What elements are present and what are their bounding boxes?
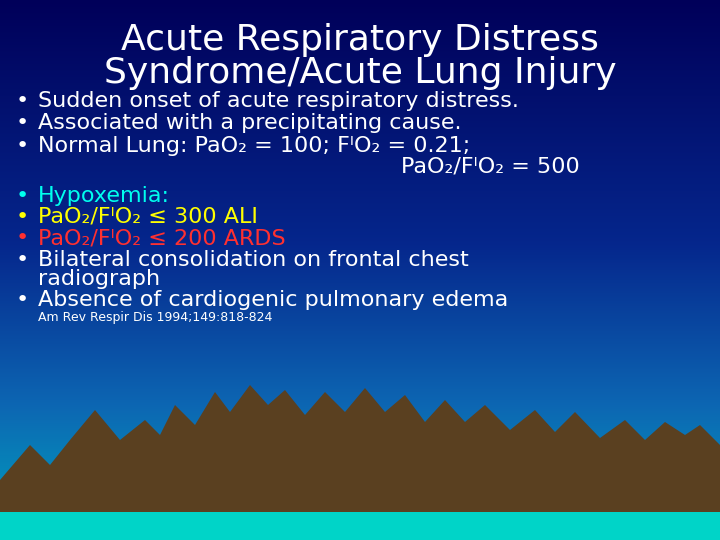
Text: •: • [15, 186, 29, 206]
Text: •: • [15, 136, 29, 156]
Text: Syndrome/Acute Lung Injury: Syndrome/Acute Lung Injury [104, 56, 616, 90]
Text: •: • [15, 91, 29, 111]
Text: Normal Lung: PaO₂ = 100; FᴵO₂ = 0.21;: Normal Lung: PaO₂ = 100; FᴵO₂ = 0.21; [38, 136, 470, 156]
Text: Bilateral consolidation on frontal chest: Bilateral consolidation on frontal chest [38, 250, 469, 270]
Text: Associated with a precipitating cause.: Associated with a precipitating cause. [38, 113, 462, 133]
Text: •: • [15, 207, 29, 227]
Text: •: • [15, 228, 29, 248]
Text: PaO₂/FᴵO₂ = 500: PaO₂/FᴵO₂ = 500 [401, 156, 580, 176]
Text: PaO₂/FᴵO₂ ≤ 200 ARDS: PaO₂/FᴵO₂ ≤ 200 ARDS [38, 228, 286, 248]
Text: Absence of cardiogenic pulmonary edema: Absence of cardiogenic pulmonary edema [38, 290, 508, 310]
Polygon shape [0, 385, 720, 540]
Text: Am Rev Respir Dis 1994;149:818-824: Am Rev Respir Dis 1994;149:818-824 [38, 310, 272, 323]
Text: •: • [15, 290, 29, 310]
Text: radiograph: radiograph [38, 269, 160, 289]
Text: PaO₂/FᴵO₂ ≤ 300 ALI: PaO₂/FᴵO₂ ≤ 300 ALI [38, 207, 258, 227]
Text: Sudden onset of acute respiratory distress.: Sudden onset of acute respiratory distre… [38, 91, 519, 111]
Bar [0, 512, 720, 540]
Text: Acute Respiratory Distress: Acute Respiratory Distress [121, 23, 599, 57]
Text: •: • [15, 113, 29, 133]
Text: Hypoxemia:: Hypoxemia: [38, 186, 170, 206]
Text: •: • [15, 250, 29, 270]
